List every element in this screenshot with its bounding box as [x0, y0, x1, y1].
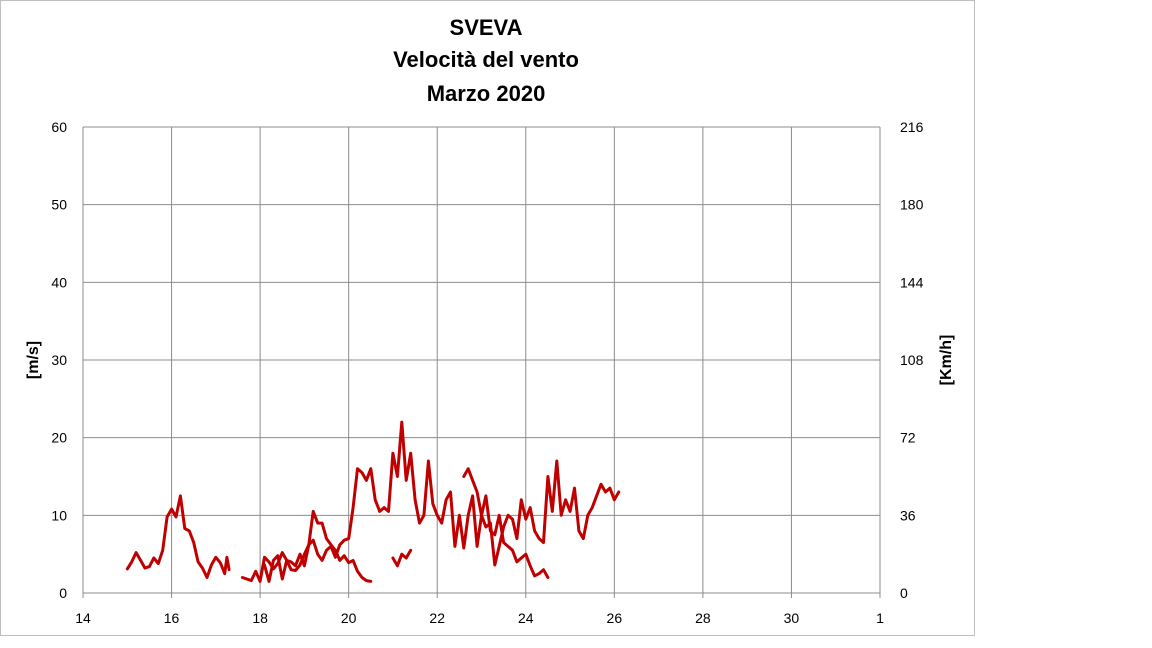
y-left-tick-label: 0 [59, 585, 67, 601]
x-tick-label: 22 [429, 610, 445, 626]
y-axis-right-label: [Km/h] [938, 335, 955, 386]
y-left-tick-label: 20 [51, 430, 67, 446]
x-tick-label: 18 [252, 610, 268, 626]
x-tick-label: 30 [784, 610, 800, 626]
y-left-tick-label: 40 [51, 274, 67, 290]
title-line-2: Velocità del vento [393, 47, 579, 72]
chart-frame [0, 0, 975, 636]
y-axis-left-ticks: 0 10 20 30 40 50 60 [51, 119, 67, 601]
x-tick-label: 14 [75, 610, 91, 626]
y-right-tick-label: 0 [900, 585, 908, 601]
series-line-segment [391, 548, 413, 568]
series-line-segment [263, 420, 621, 583]
y-left-tick-label: 60 [51, 119, 67, 135]
series-line-segment [462, 467, 550, 579]
x-tick-label: 28 [695, 610, 711, 626]
chart-title: SVEVA Velocità del vento Marzo 2020 [393, 15, 579, 106]
y-axis-left-label: [m/s] [25, 341, 42, 379]
series-line-segment [240, 509, 373, 583]
grid [82, 126, 881, 598]
y-right-tick-label: 36 [900, 507, 916, 523]
y-axis-right-ticks: 0 36 72 108 144 180 216 [900, 119, 924, 601]
x-tick-label: 20 [341, 610, 357, 626]
wind-speed-series [125, 420, 621, 583]
x-tick-label: 1 [876, 610, 884, 626]
y-left-tick-label: 30 [51, 352, 67, 368]
y-right-tick-label: 216 [900, 119, 924, 135]
title-line-3: Marzo 2020 [427, 81, 546, 106]
x-tick-label: 24 [518, 610, 534, 626]
x-tick-label: 16 [164, 610, 180, 626]
y-right-tick-label: 144 [900, 274, 924, 290]
y-right-tick-label: 108 [900, 352, 924, 368]
y-left-tick-label: 50 [51, 197, 67, 213]
y-left-tick-label: 10 [51, 507, 67, 523]
y-right-tick-label: 72 [900, 430, 916, 446]
y-right-tick-label: 180 [900, 197, 924, 213]
series-line-segment [125, 494, 231, 579]
title-line-1: SVEVA [450, 15, 523, 40]
x-tick-label: 26 [607, 610, 623, 626]
x-axis-ticks: 14 16 18 20 22 24 26 28 30 1 [75, 610, 884, 626]
